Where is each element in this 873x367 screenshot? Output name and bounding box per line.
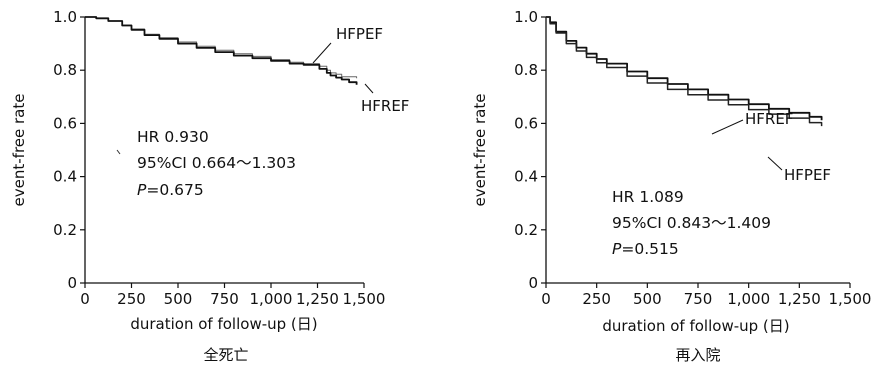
x-tick-label: 0 xyxy=(541,290,551,308)
series-group xyxy=(546,16,823,127)
x-tick-label: 750 xyxy=(684,290,713,308)
annotation-p-label: P xyxy=(612,240,622,258)
x-tick-label: 0 xyxy=(80,290,90,308)
panel-caption: 再入院 xyxy=(675,346,720,364)
x-tick-label: 1,500 xyxy=(343,290,386,308)
y-tick-label: 0.2 xyxy=(53,221,77,239)
x-ticks: 0 250 500 750 1,000 1,250 1,500 xyxy=(541,283,871,308)
y-tick-label: 0.2 xyxy=(514,221,538,239)
chart-all-cause-mortality: 0 0.2 0.4 0.6 0.8 1.0 0 250 500 750 1,000 1,250 1,5… xyxy=(10,8,409,364)
x-tick-label: 250 xyxy=(117,290,146,308)
series-line-hfref xyxy=(85,16,358,85)
annotation-ci: 95%CI 0.664～1.303 xyxy=(137,154,296,172)
y-ticks: 0 0.2 0.4 0.6 0.8 1.0 xyxy=(514,8,546,292)
x-tick-label: 250 xyxy=(582,290,611,308)
y-tick-label: 0.6 xyxy=(514,114,538,132)
series-label-hfpef: HFPEF xyxy=(784,166,831,184)
y-tick-label: 0.6 xyxy=(53,114,77,132)
annotation-p: P=0.515 xyxy=(612,240,679,258)
y-tick-label: 0 xyxy=(67,274,77,292)
x-tick-label: 1,000 xyxy=(250,290,293,308)
annotation-p: P=0.675 xyxy=(137,181,204,199)
x-tick-label: 1,000 xyxy=(727,290,770,308)
x-tick-label: 1,500 xyxy=(829,290,872,308)
y-tick-label: 0.8 xyxy=(514,61,538,79)
x-axis-label: duration of follow-up (日) xyxy=(602,317,789,335)
leader-line-hfref xyxy=(711,119,744,135)
chart-readmission: 0 0.2 0.4 0.6 0.8 1.0 0 250 500 750 1,000 1,250 1,5… xyxy=(471,8,871,364)
leader-line-hfref xyxy=(364,83,374,94)
annotation-hr: HR 1.089 xyxy=(612,188,684,206)
annotation-ci: 95%CI 0.843～1.409 xyxy=(612,214,771,232)
annotation-hr: HR 0.930 xyxy=(137,128,209,146)
series-group xyxy=(85,16,358,85)
leader-line-hfpef xyxy=(312,42,332,64)
y-tick-label: 0 xyxy=(528,274,538,292)
x-tick-label: 500 xyxy=(633,290,662,308)
stray-mark xyxy=(116,149,121,155)
series-label-hfref: HFREF xyxy=(361,97,409,115)
x-ticks: 0 250 500 750 1,000 1,250 1,500 xyxy=(80,283,385,308)
annotation-p-value: =0.675 xyxy=(146,181,203,199)
y-tick-label: 1.0 xyxy=(53,8,77,26)
series-line-hfpef xyxy=(546,16,823,127)
y-tick-label: 1.0 xyxy=(514,8,538,26)
y-ticks: 0 0.2 0.4 0.6 0.8 1.0 xyxy=(53,8,85,292)
leader-line-hfpef xyxy=(767,156,783,171)
series-label-hfref: HFREF xyxy=(745,110,793,128)
series-label-hfpef: HFPEF xyxy=(336,25,383,43)
x-tick-label: 500 xyxy=(164,290,193,308)
x-tick-label: 750 xyxy=(210,290,239,308)
series-line-hfref xyxy=(546,16,823,121)
annotation-p-value: =0.515 xyxy=(621,240,678,258)
y-tick-label: 0.4 xyxy=(53,168,77,186)
y-tick-label: 0.4 xyxy=(514,168,538,186)
panel-caption: 全死亡 xyxy=(203,346,248,364)
x-tick-label: 1,250 xyxy=(296,290,339,308)
x-tick-label: 1,250 xyxy=(778,290,821,308)
y-axis-label: event-free rate xyxy=(10,94,28,207)
y-axis-label: event-free rate xyxy=(471,94,489,207)
annotation-p-label: P xyxy=(137,181,147,199)
x-axis-label: duration of follow-up (日) xyxy=(130,315,317,333)
y-tick-label: 0.8 xyxy=(53,61,77,79)
